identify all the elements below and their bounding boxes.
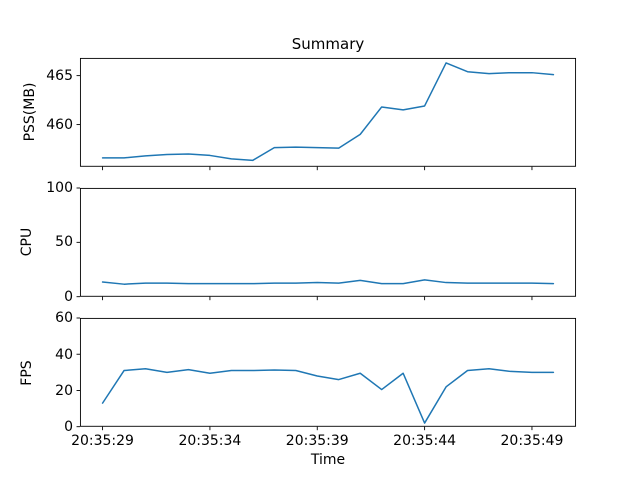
y-tick-label: 100 xyxy=(46,180,73,196)
y-tick-label: 50 xyxy=(55,234,73,251)
x-tick-label: 20:35:34 xyxy=(178,433,242,449)
axes-frame xyxy=(79,187,577,297)
y-tick-label: 460 xyxy=(46,116,73,133)
y-tick-label: 0 xyxy=(64,288,73,305)
y-tick-label: 465 xyxy=(46,67,73,84)
y-tick-label: 60 xyxy=(55,310,73,327)
y-tick-label: 0 xyxy=(64,419,73,436)
subplot-cpu xyxy=(76,187,577,301)
x-axis-label: Time xyxy=(310,452,346,468)
fps-line xyxy=(101,368,555,425)
subplot-pss xyxy=(76,57,577,171)
figure-title: Summary xyxy=(291,35,365,53)
x-tick-label: 20:35:44 xyxy=(393,433,457,449)
y-axis-label-pss: PSS(MB) xyxy=(22,82,38,142)
axes-frame xyxy=(79,318,577,428)
pss-line xyxy=(101,62,555,162)
subplot-fps xyxy=(76,317,577,431)
y-tick-label: 40 xyxy=(55,346,73,363)
x-tick-label: 20:35:39 xyxy=(285,433,349,449)
y-tick-label: 20 xyxy=(55,382,73,399)
cpu-line xyxy=(101,279,555,285)
x-tick-label: 20:35:29 xyxy=(71,433,134,449)
x-tick-label: 20:35:49 xyxy=(500,433,564,449)
axes-frame xyxy=(79,57,577,167)
y-axis-label-fps: FPS xyxy=(19,360,35,386)
